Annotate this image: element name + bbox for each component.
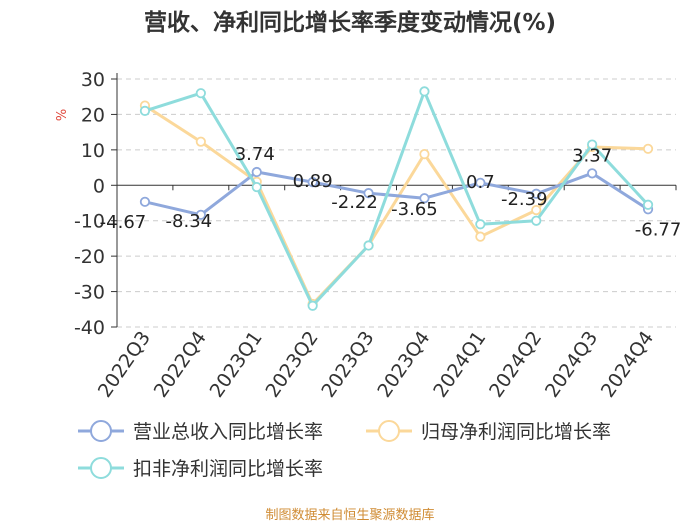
data-label: 3.74 — [235, 144, 275, 165]
legend-swatch-marker — [90, 420, 112, 442]
y-tick-label: 30 — [81, 69, 105, 91]
series-line — [144, 104, 649, 306]
y-tick-label: -30 — [74, 282, 105, 304]
x-tick-label: 2022Q4 — [150, 327, 211, 401]
legend-swatch-marker — [378, 420, 400, 442]
data-labels: -4.67 -8.34 3.74 0.89-2.22 -3.65 0.7 -2.39 3.37… — [100, 144, 682, 240]
data-point — [195, 136, 206, 147]
series — [139, 86, 654, 311]
data-point — [531, 204, 542, 216]
grid — [117, 78, 676, 328]
x-tick-label: 2023Q2 — [261, 327, 322, 401]
data-label: 0.7 — [466, 172, 495, 193]
data-point — [419, 193, 430, 204]
x-tick-label: 2024Q1 — [429, 327, 490, 401]
data-point — [307, 300, 318, 311]
x-tick-label: 2023Q3 — [317, 327, 378, 401]
data-point — [139, 105, 151, 116]
data-point — [307, 177, 318, 188]
legend-label: 营业总收入同比增长率 — [133, 421, 323, 443]
data-point — [587, 168, 598, 179]
data-point — [195, 88, 206, 99]
series-line — [144, 89, 650, 308]
x-tick-label: 2024Q2 — [485, 327, 546, 401]
legend-label: 归母净利润同比增长率 — [421, 421, 611, 443]
data-point — [587, 139, 598, 150]
y-tick-label: 0 — [93, 175, 105, 197]
data-point — [642, 143, 654, 154]
data-point — [251, 181, 262, 193]
data-point — [475, 177, 486, 188]
data-point — [475, 231, 486, 242]
data-label: 3.37 — [572, 145, 612, 166]
data-point — [531, 188, 542, 199]
y-tick-label: -40 — [74, 317, 105, 339]
y-tick-label: 20 — [81, 104, 105, 126]
source-note: 制图数据来自恒生聚源数据库 — [265, 507, 434, 523]
data-point — [419, 149, 430, 160]
x-tick-label: 2023Q1 — [206, 327, 267, 401]
x-tick-label: 2024Q3 — [541, 327, 602, 401]
chart-title: 营收、净利同比增长率季度变动情况(%) — [144, 9, 556, 36]
x-tick-label: 2023Q4 — [373, 327, 434, 401]
x-tick-label: 2024Q4 — [597, 327, 658, 401]
y-axis-label: % — [55, 109, 70, 121]
y-tick-label: -20 — [74, 246, 105, 268]
data-point — [475, 219, 486, 230]
y-tick-label: 10 — [81, 140, 105, 162]
legend-label: 扣非净利润同比增长率 — [133, 458, 323, 480]
data-point — [139, 196, 151, 207]
data-label: -2.22 — [331, 192, 378, 213]
data-label: -6.77 — [635, 219, 682, 240]
data-point — [419, 86, 430, 97]
data-point — [195, 209, 206, 220]
data-label: -8.34 — [166, 211, 213, 232]
data-point — [251, 166, 262, 178]
data-label: -3.65 — [391, 199, 438, 220]
data-point — [642, 199, 654, 210]
y-tick-label: -10 — [74, 211, 105, 233]
data-point — [531, 215, 542, 226]
data-point — [363, 188, 374, 199]
data-point — [363, 240, 374, 251]
data-label: -4.67 — [100, 212, 147, 233]
data-label: -2.39 — [501, 189, 548, 210]
legend-swatch-marker — [90, 457, 112, 479]
data-label: 0.89 — [293, 171, 333, 192]
